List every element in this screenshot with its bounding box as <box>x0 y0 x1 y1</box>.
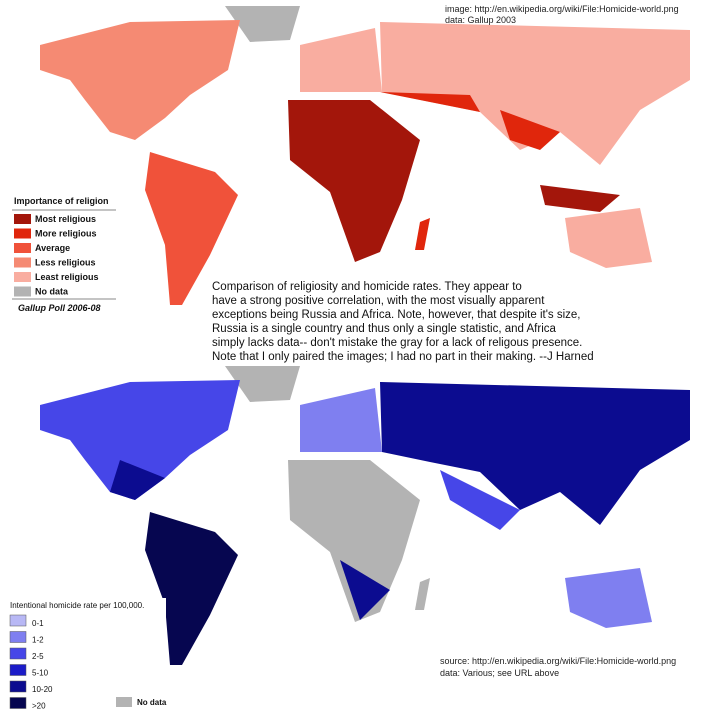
legend-swatch <box>14 286 31 297</box>
caption-line: Comparison of religiosity and homicide r… <box>212 281 522 293</box>
credit: source: http://en.wikipedia.org/wiki/Fil… <box>440 656 676 666</box>
legend-label: More religious <box>35 229 97 239</box>
legend-label: Most religious <box>35 214 96 224</box>
legend-label: 2-5 <box>32 652 44 661</box>
credit: image: http://en.wikipedia.org/wiki/File… <box>445 4 679 14</box>
homicide-map <box>40 366 690 665</box>
legend-swatch <box>9 631 27 643</box>
legend-label: 0-1 <box>32 619 44 628</box>
caption-line: exceptions being Russia and Africa. Note… <box>212 309 580 321</box>
legend-swatch <box>116 697 132 707</box>
credit: data: Gallup 2003 <box>445 15 516 25</box>
legend-swatch <box>9 680 27 693</box>
homicide-legend: Intentional homicide rate per 100,000. 0… <box>6 598 167 716</box>
legend-swatch <box>14 214 31 224</box>
legend-box <box>6 598 166 716</box>
legend-label: >20 <box>32 702 46 711</box>
legend-swatch <box>14 272 31 282</box>
legend-label: No data <box>137 698 167 707</box>
legend-label: 5-10 <box>32 669 49 678</box>
legend-label: No data <box>35 287 69 297</box>
legend-label: Average <box>35 243 70 253</box>
caption-line: have a strong positive correlation, with… <box>212 295 545 307</box>
legend-label: 10-20 <box>32 685 53 694</box>
legend-swatch <box>14 228 31 239</box>
legend-swatch <box>9 664 27 676</box>
religion-map <box>40 6 690 305</box>
legend-swatch <box>9 697 27 709</box>
legend-label: Less religious <box>35 258 96 268</box>
legend-title: Intentional homicide rate per 100,000. <box>10 601 144 610</box>
legend-label: 1-2 <box>32 636 44 645</box>
legend-title: Importance of religion <box>14 196 109 206</box>
legend-swatch <box>14 243 31 253</box>
credit: data: Various; see URL above <box>440 668 559 678</box>
legend-swatch <box>14 257 31 268</box>
legend-swatch <box>9 647 27 660</box>
caption-line: simply lacks data-- don't mistake the gr… <box>212 337 582 349</box>
caption-line: Note that I only paired the images; I ha… <box>212 351 594 363</box>
legend-footer: Gallup Poll 2006-08 <box>18 303 101 313</box>
legend-box <box>8 192 120 317</box>
caption-line: Russia is a single country and thus only… <box>212 323 557 335</box>
legend-label: Least religious <box>35 272 99 282</box>
caption: Comparison of religiosity and homicide r… <box>212 281 594 363</box>
religion-legend: Importance of religion Gallup Poll 2006-… <box>8 192 120 317</box>
legend-swatch <box>9 614 27 627</box>
